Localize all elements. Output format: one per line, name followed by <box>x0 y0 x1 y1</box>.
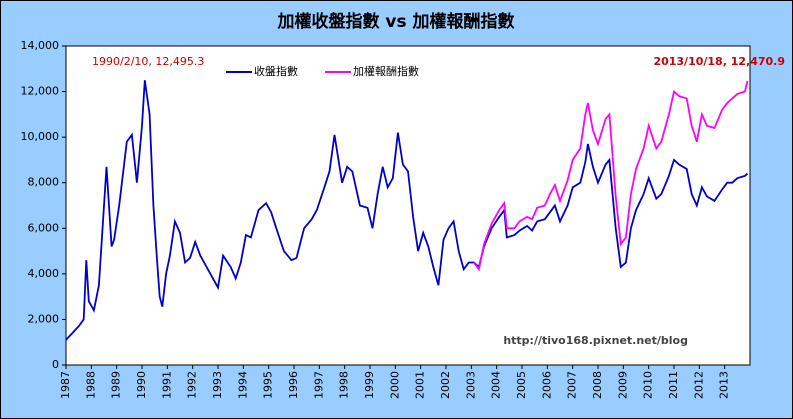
x-tick-label: 2012 <box>692 371 705 399</box>
legend-label: 加權報酬指數 <box>353 64 419 78</box>
watermark: http://tivo168.pixnet.net/blog <box>503 334 688 347</box>
x-tick-label: 2011 <box>667 371 680 399</box>
x-tick-label: 2000 <box>388 371 401 399</box>
legend-label: 收盤指數 <box>254 64 298 78</box>
x-tick-label: 2008 <box>591 371 604 399</box>
y-tick-label: 2,000 <box>28 312 60 325</box>
x-tick-label: 2013 <box>718 371 731 399</box>
x-tick-label: 1998 <box>338 371 351 399</box>
x-tick-label: 1989 <box>110 371 123 399</box>
y-tick-label: 10,000 <box>21 130 60 143</box>
x-tick-label: 1999 <box>363 371 376 399</box>
annotation: 1990/2/10, 12,495.3 <box>92 55 204 68</box>
x-tick-label: 1990 <box>135 371 148 399</box>
y-tick-label: 0 <box>52 358 59 371</box>
plot-area <box>65 45 751 366</box>
x-tick-label: 1988 <box>84 371 97 399</box>
y-tick-label: 6,000 <box>28 221 60 234</box>
x-tick-label: 2005 <box>515 371 528 399</box>
x-tick-label: 1993 <box>211 371 224 399</box>
annotation: 2013/10/18, 12,470.9 <box>653 55 785 68</box>
y-tick-label: 8,000 <box>28 176 60 189</box>
line-series <box>65 80 749 341</box>
y-tick-label: 4,000 <box>28 267 60 280</box>
x-tick-label: 1987 <box>59 371 72 399</box>
x-tick-label: 2010 <box>642 371 655 399</box>
x-tick-label: 2009 <box>616 371 629 399</box>
x-tick-label: 1994 <box>236 371 249 399</box>
line-series <box>473 80 749 272</box>
y-tick-label: 12,000 <box>21 85 60 98</box>
x-tick-label: 1997 <box>312 371 325 399</box>
x-tick-label: 1995 <box>262 371 275 399</box>
y-tick-label: 14,000 <box>21 39 60 52</box>
x-tick-label: 2004 <box>490 371 503 399</box>
x-tick-label: 2007 <box>566 371 579 399</box>
x-tick-label: 1991 <box>160 371 173 399</box>
chart-title: 加權收盤指數 vs 加權報酬指數 <box>276 11 514 32</box>
x-tick-label: 2002 <box>439 371 452 399</box>
x-tick-label: 1992 <box>186 371 199 399</box>
x-tick-label: 2006 <box>540 371 553 399</box>
x-tick-label: 1996 <box>287 371 300 399</box>
x-tick-label: 2001 <box>414 371 427 399</box>
x-tick-label: 2003 <box>464 371 477 399</box>
